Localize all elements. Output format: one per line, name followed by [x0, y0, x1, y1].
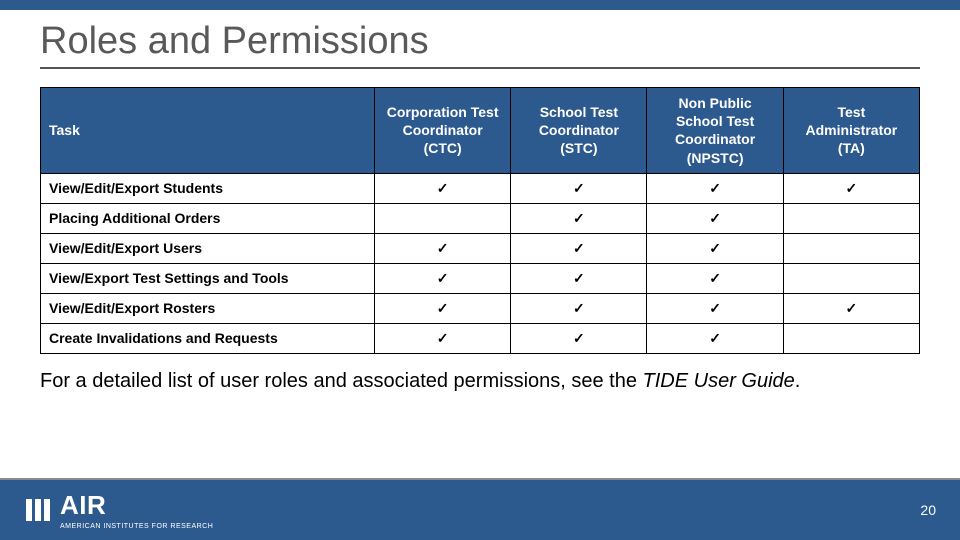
- cell-stc: ✓: [511, 233, 647, 263]
- slide: Roles and Permissions Task Corporation T…: [0, 0, 960, 540]
- cell-npstc: ✓: [647, 263, 783, 293]
- cell-task: View/Edit/Export Students: [41, 173, 375, 203]
- cell-npstc: ✓: [647, 173, 783, 203]
- cell-ctc: [375, 203, 511, 233]
- footer: AIR AMERICAN INSTITUTES FOR RESEARCH 20: [0, 480, 960, 540]
- table-row: View/Edit/Export Rosters ✓ ✓ ✓ ✓: [41, 293, 920, 323]
- cell-ctc: ✓: [375, 323, 511, 353]
- cell-ctc: ✓: [375, 233, 511, 263]
- content-area: Roles and Permissions Task Corporation T…: [0, 10, 960, 480]
- cell-ta: [783, 233, 919, 263]
- col-stc: School Test Coordinator (STC): [511, 88, 647, 174]
- cell-task: Placing Additional Orders: [41, 203, 375, 233]
- cell-ta: ✓: [783, 293, 919, 323]
- table-row: View/Edit/Export Users ✓ ✓ ✓: [41, 233, 920, 263]
- title-underline: [40, 67, 920, 69]
- cell-ctc: ✓: [375, 293, 511, 323]
- table-row: View/Export Test Settings and Tools ✓ ✓ …: [41, 263, 920, 293]
- footnote-prefix: For a detailed list of user roles and as…: [40, 370, 643, 392]
- cell-ta: [783, 203, 919, 233]
- table-row: Placing Additional Orders ✓ ✓: [41, 203, 920, 233]
- table-row: Create Invalidations and Requests ✓ ✓ ✓: [41, 323, 920, 353]
- cell-npstc: ✓: [647, 233, 783, 263]
- cell-npstc: ✓: [647, 323, 783, 353]
- logo-text-wrap: AIR AMERICAN INSTITUTES FOR RESEARCH: [60, 490, 213, 530]
- cell-task: View/Edit/Export Users: [41, 233, 375, 263]
- table-header-row: Task Corporation Test Coordinator (CTC) …: [41, 88, 920, 174]
- logo-text: AIR: [60, 490, 213, 521]
- cell-npstc: ✓: [647, 293, 783, 323]
- cell-ctc: ✓: [375, 263, 511, 293]
- cell-stc: ✓: [511, 263, 647, 293]
- logo-subtext: AMERICAN INSTITUTES FOR RESEARCH: [60, 523, 213, 530]
- permissions-table: Task Corporation Test Coordinator (CTC) …: [40, 87, 920, 354]
- footnote: For a detailed list of user roles and as…: [40, 370, 920, 393]
- cell-stc: ✓: [511, 203, 647, 233]
- footnote-suffix: .: [795, 370, 801, 392]
- cell-ta: [783, 263, 919, 293]
- footnote-italic: TIDE User Guide: [643, 370, 795, 392]
- cell-stc: ✓: [511, 173, 647, 203]
- top-bar: [0, 0, 960, 10]
- col-ctc: Corporation Test Coordinator (CTC): [375, 88, 511, 174]
- cell-stc: ✓: [511, 293, 647, 323]
- footer-separator: [0, 478, 960, 480]
- cell-task: View/Export Test Settings and Tools: [41, 263, 375, 293]
- col-npstc: Non Public School Test Coordinator (NPST…: [647, 88, 783, 174]
- page-title: Roles and Permissions: [40, 20, 920, 63]
- cell-task: Create Invalidations and Requests: [41, 323, 375, 353]
- col-task: Task: [41, 88, 375, 174]
- cell-ctc: ✓: [375, 173, 511, 203]
- cell-ta: [783, 323, 919, 353]
- cell-stc: ✓: [511, 323, 647, 353]
- cell-npstc: ✓: [647, 203, 783, 233]
- col-ta: Test Administrator (TA): [783, 88, 919, 174]
- air-logo: AIR AMERICAN INSTITUTES FOR RESEARCH: [24, 490, 213, 530]
- cell-task: View/Edit/Export Rosters: [41, 293, 375, 323]
- page-number: 20: [920, 502, 936, 518]
- air-logo-icon: [24, 495, 54, 525]
- cell-ta: ✓: [783, 173, 919, 203]
- table-row: View/Edit/Export Students ✓ ✓ ✓ ✓: [41, 173, 920, 203]
